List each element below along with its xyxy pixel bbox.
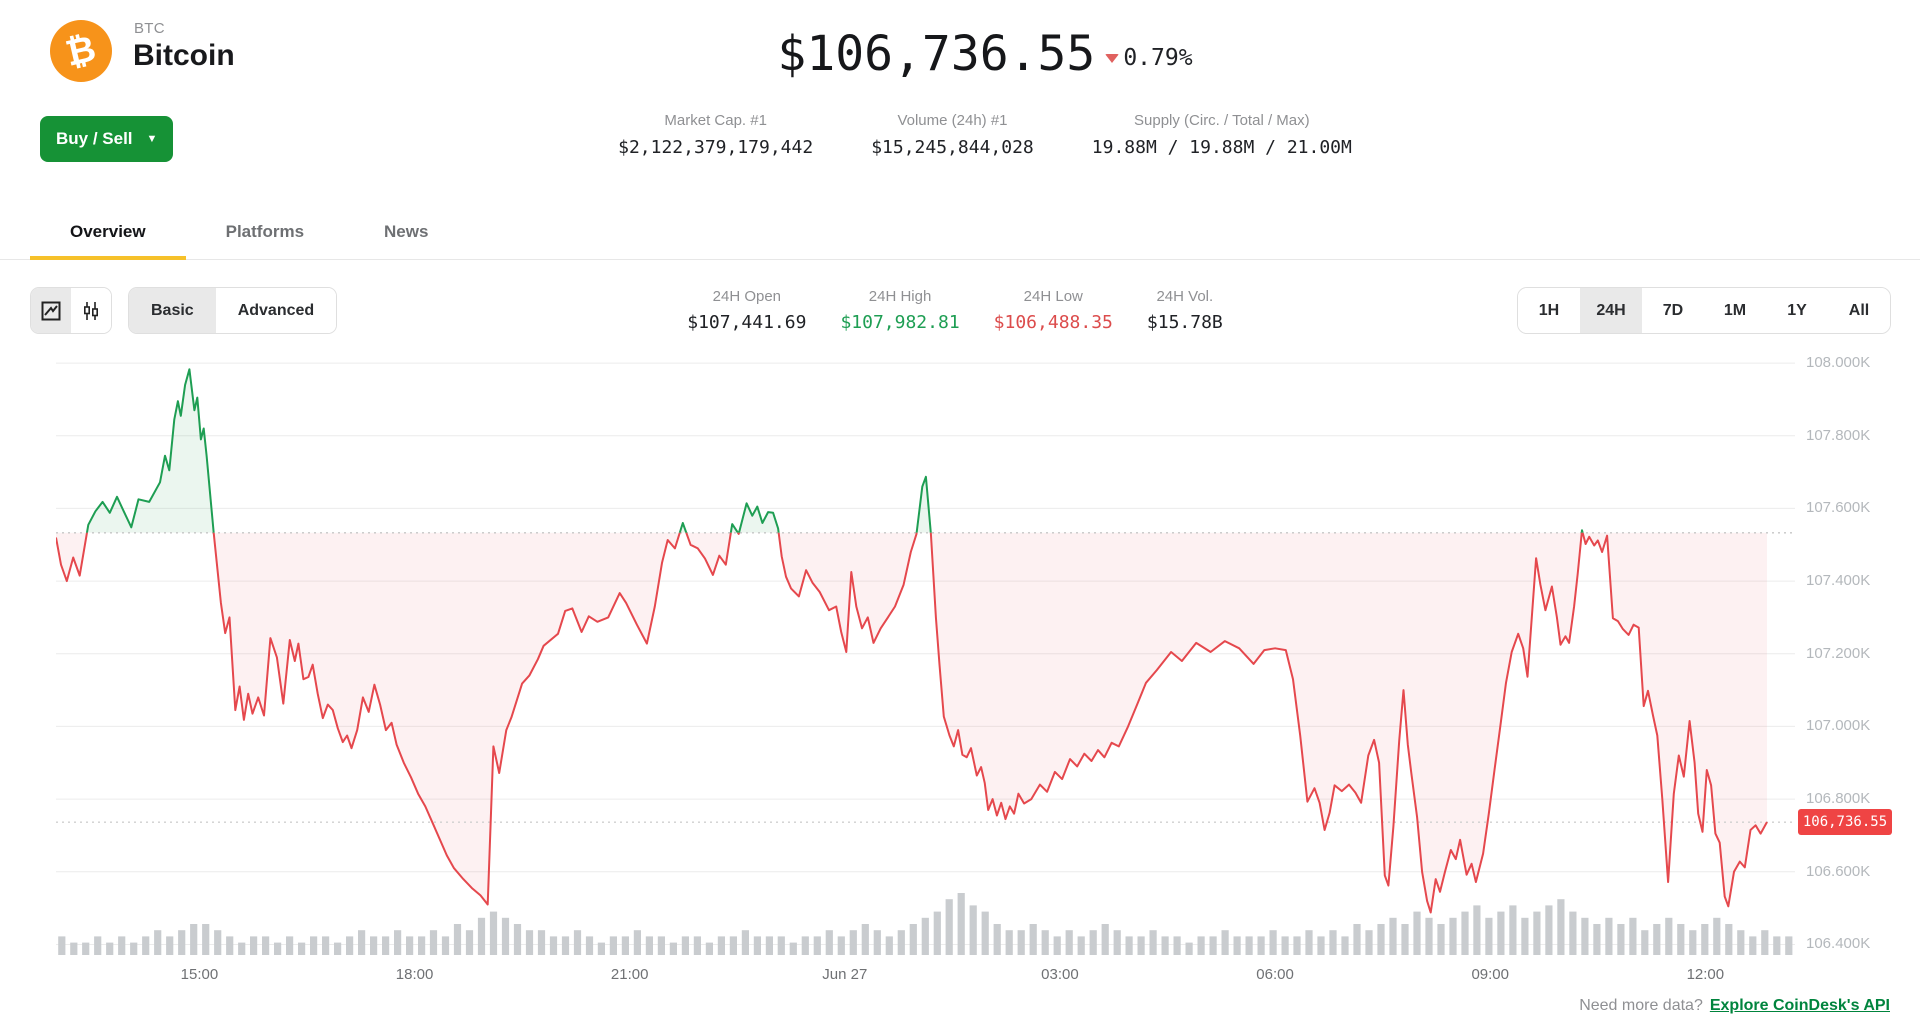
coin-name: Bitcoin	[133, 39, 235, 72]
range-1h[interactable]: 1H	[1518, 288, 1580, 333]
day-stat-open: 24H Open $107,441.69	[687, 288, 806, 333]
day-stat-value: $107,982.81	[840, 312, 960, 333]
api-promo-text: Need more data?	[1579, 997, 1703, 1014]
price-change: 0.79%	[1105, 45, 1193, 71]
chart-mode-switcher: Basic Advanced	[128, 287, 338, 334]
tab-overview[interactable]: Overview	[30, 212, 186, 260]
time-range-switcher: 1H 24H 7D 1M 1Y All	[1517, 287, 1891, 334]
y-axis-label: 107.200K	[1806, 644, 1871, 662]
day-stat-label: 24H Open	[712, 288, 782, 305]
price-chart[interactable]	[56, 350, 1795, 955]
day-stat-value: $15.78B	[1146, 312, 1223, 333]
tab-bar: Overview Platforms News	[0, 212, 1920, 260]
stat-value: 19.88M / 19.88M / 21.00M	[1091, 137, 1352, 158]
y-axis-label: 107.600K	[1806, 499, 1871, 517]
x-axis-label: 18:00	[395, 966, 434, 983]
y-axis-label: 107.000K	[1806, 717, 1871, 735]
stat-value: $2,122,379,179,442	[618, 137, 814, 158]
day-stat-volume: 24H Vol. $15.78B	[1147, 288, 1223, 333]
stat-market-cap: Market Cap. #1 $2,122,379,179,442	[618, 112, 813, 158]
y-axis-label: 107.800K	[1806, 426, 1871, 444]
y-axis-label: 106.600K	[1806, 862, 1871, 880]
stat-label: Volume (24h) #1	[897, 112, 1008, 129]
triangle-down-icon	[1105, 53, 1120, 63]
current-price: $106,736.55	[777, 26, 1096, 82]
price-change-percent: 0.79%	[1123, 45, 1193, 71]
x-axis-label: 09:00	[1471, 966, 1509, 983]
header-stats: Market Cap. #1 $2,122,379,179,442 Volume…	[0, 112, 1920, 158]
day-stat-label: 24H Low	[1023, 288, 1083, 305]
x-axis-label: 03:00	[1041, 966, 1079, 983]
x-axis-label: 21:00	[610, 966, 649, 983]
y-axis-label: 108.000K	[1806, 354, 1871, 372]
range-1y[interactable]: 1Y	[1766, 288, 1828, 333]
day-stat-value: $106,488.35	[993, 312, 1113, 333]
stat-label: Supply (Circ. / Total / Max)	[1134, 112, 1310, 129]
tab-platforms[interactable]: Platforms	[225, 222, 305, 241]
range-24h[interactable]: 24H	[1580, 288, 1642, 333]
line-chart-icon	[41, 301, 61, 320]
stat-supply: Supply (Circ. / Total / Max) 19.88M / 19…	[1092, 112, 1352, 158]
y-axis-label: 106.400K	[1806, 935, 1871, 953]
stat-volume: Volume (24h) #1 $15,245,844,028	[871, 112, 1034, 158]
price-header: $106,736.55 0.79%	[0, 26, 1920, 82]
buy-sell-label: Buy / Sell	[56, 129, 133, 148]
x-axis-label: 12:00	[1686, 966, 1725, 983]
day-stat-low: 24H Low $106,488.35	[994, 288, 1113, 333]
chevron-down-icon: ▼	[146, 133, 158, 145]
chart-type-switcher	[30, 287, 112, 334]
explore-api-link[interactable]: Explore CoinDesk's API	[1709, 997, 1890, 1014]
candlestick-icon	[83, 301, 99, 320]
y-axis-label: 106.800K	[1806, 790, 1871, 808]
mode-advanced[interactable]: Advanced	[215, 288, 337, 333]
stat-label: Market Cap. #1	[664, 112, 767, 129]
line-chart-icon-button[interactable]	[31, 288, 71, 333]
day-stat-label: 24H Vol.	[1156, 288, 1214, 305]
y-axis-label: 107.400K	[1806, 572, 1871, 590]
x-axis-label: 06:00	[1256, 966, 1294, 983]
x-axis-label: Jun 27	[822, 966, 868, 983]
tab-news[interactable]: News	[384, 222, 429, 241]
current-price-badge: 106,736.55	[1798, 809, 1892, 836]
coin-symbol: BTC	[134, 20, 165, 37]
mode-basic[interactable]: Basic	[129, 288, 216, 333]
range-1m[interactable]: 1M	[1704, 288, 1766, 333]
candlestick-icon-button[interactable]	[71, 288, 111, 333]
range-all[interactable]: All	[1828, 288, 1890, 333]
bitcoin-logo-icon: ₿	[50, 20, 112, 82]
stat-value: $15,245,844,028	[871, 137, 1034, 158]
x-axis-label: 15:00	[180, 966, 219, 983]
range-7d[interactable]: 7D	[1642, 288, 1704, 333]
day-stat-label: 24H High	[868, 288, 932, 305]
api-promo: Need more data? Explore CoinDesk's API	[1579, 997, 1890, 1015]
day-stat-value: $107,441.69	[687, 312, 807, 333]
buy-sell-button[interactable]: Buy / Sell ▼	[40, 116, 174, 162]
day-stat-high: 24H High $107,982.81	[840, 288, 959, 333]
